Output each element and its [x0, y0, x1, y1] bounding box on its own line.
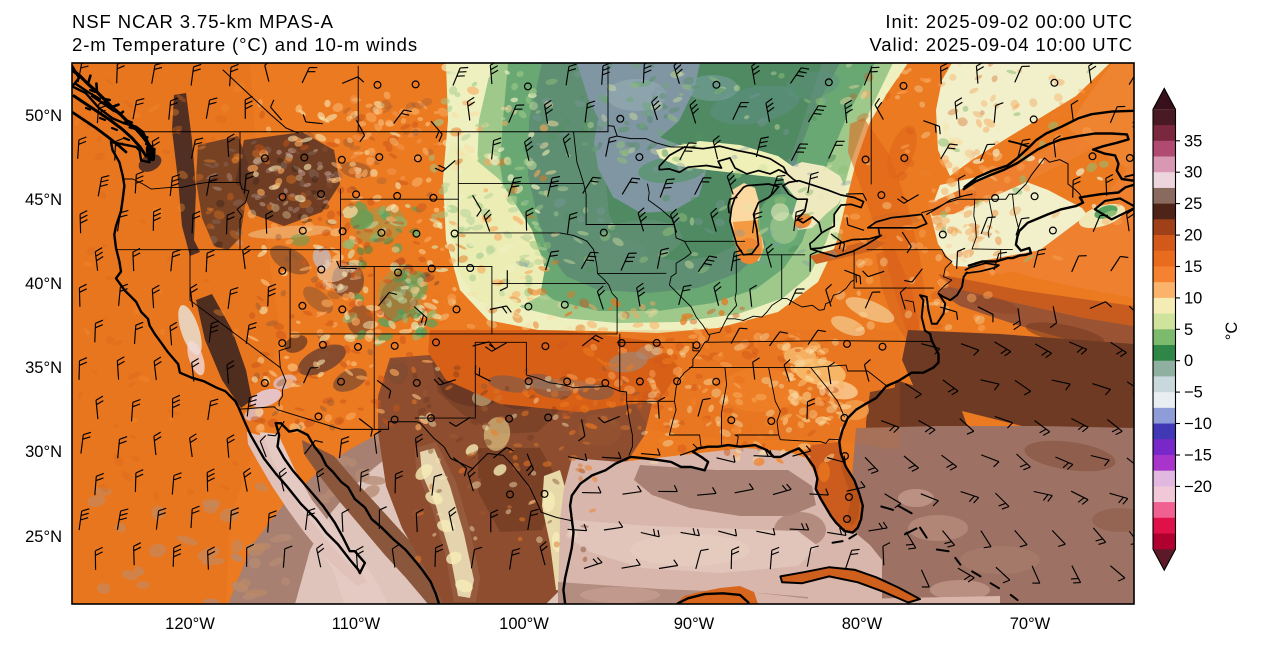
- svg-text:30°N: 30°N: [25, 443, 62, 461]
- svg-text:30: 30: [1184, 164, 1202, 182]
- svg-text:35: 35: [1184, 132, 1202, 150]
- svg-text:120°W: 120°W: [165, 615, 215, 633]
- svg-text:−20: −20: [1184, 478, 1212, 496]
- svg-text:45°N: 45°N: [25, 191, 62, 209]
- svg-text:10: 10: [1184, 289, 1202, 307]
- svg-text:Init: 2025-09-02 00:00 UTC: Init: 2025-09-02 00:00 UTC: [885, 11, 1133, 32]
- svg-text:−10: −10: [1184, 415, 1212, 433]
- svg-text:−5: −5: [1184, 384, 1203, 402]
- svg-text:20: 20: [1184, 227, 1202, 245]
- svg-text:35°N: 35°N: [25, 359, 62, 377]
- svg-text:0: 0: [1184, 352, 1193, 370]
- svg-text:NSF NCAR 3.75-km MPAS-A: NSF NCAR 3.75-km MPAS-A: [72, 11, 334, 32]
- svg-text:5: 5: [1184, 321, 1193, 339]
- svg-text:−15: −15: [1184, 447, 1212, 465]
- svg-text:80°W: 80°W: [842, 615, 883, 633]
- svg-text:50°N: 50°N: [25, 107, 62, 125]
- svg-text:100°W: 100°W: [499, 615, 549, 633]
- svg-text:90°W: 90°W: [674, 615, 715, 633]
- svg-text:2-m Temperature (°C) and 10-m: 2-m Temperature (°C) and 10-m winds: [72, 34, 418, 55]
- svg-text:25: 25: [1184, 195, 1202, 213]
- svg-text:70°W: 70°W: [1010, 615, 1051, 633]
- svg-text:110°W: 110°W: [332, 615, 381, 633]
- svg-text:Valid: 2025-09-04 10:00 UTC: Valid: 2025-09-04 10:00 UTC: [869, 34, 1133, 55]
- svg-text:25°N: 25°N: [25, 528, 62, 546]
- svg-text:40°N: 40°N: [25, 275, 62, 293]
- svg-text:15: 15: [1184, 258, 1202, 276]
- svg-text:°C: °C: [1223, 322, 1241, 341]
